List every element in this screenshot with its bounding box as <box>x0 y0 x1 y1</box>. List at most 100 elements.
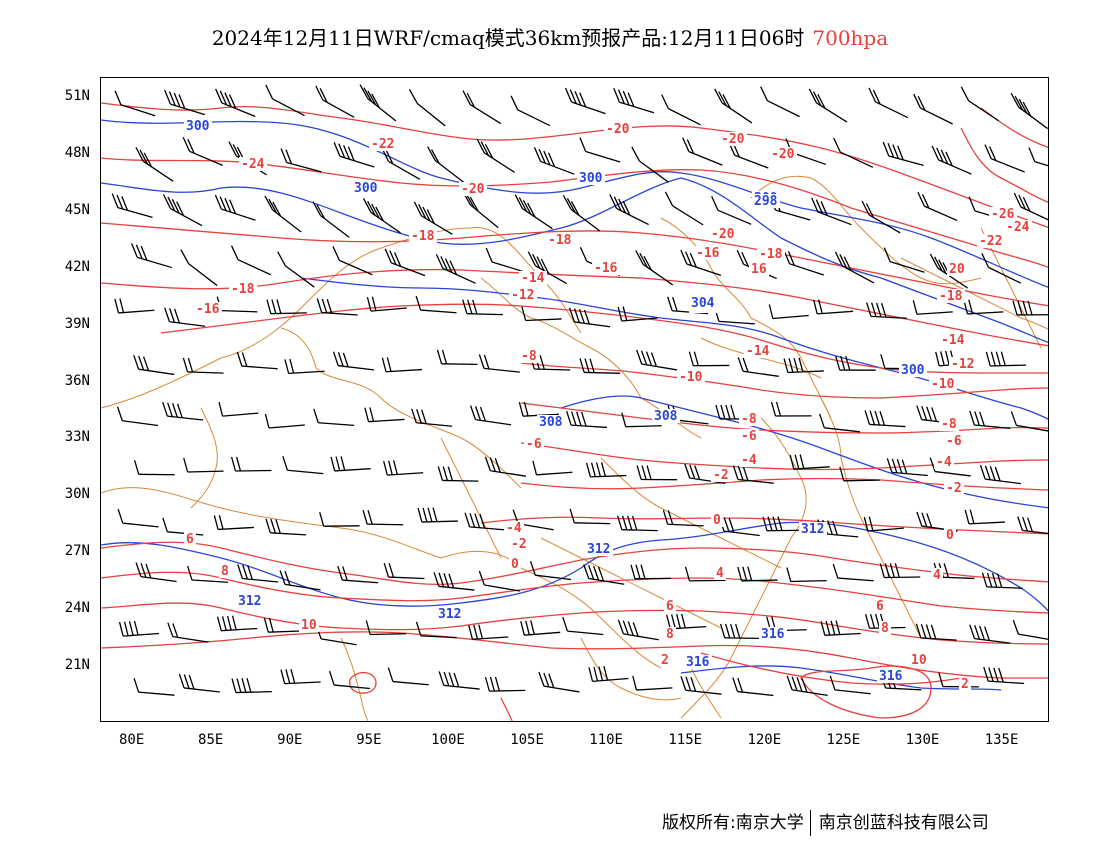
wind-barb <box>829 675 871 695</box>
height-label: 312 <box>438 607 461 622</box>
wind-barb <box>631 146 669 183</box>
wind-barb <box>333 142 375 168</box>
wind-barb <box>718 516 760 537</box>
wind-barb <box>464 512 506 531</box>
temperature-label-bg <box>509 557 521 571</box>
wind-barb <box>732 465 774 484</box>
temperature-label: -20 <box>606 122 630 137</box>
wind-barb <box>366 296 407 312</box>
wind-barb <box>266 299 307 315</box>
wind-barb <box>263 617 305 633</box>
wind-barb <box>569 508 611 525</box>
wind-barb <box>861 200 901 234</box>
wind-barb <box>362 509 404 526</box>
temperature-label: 8 <box>221 564 229 579</box>
temperature-label-bg <box>694 246 722 260</box>
wind-barb <box>711 196 752 225</box>
wind-barb <box>529 560 572 581</box>
wind-barb <box>438 671 480 690</box>
wind-barb <box>929 457 971 477</box>
height-label-bg <box>184 119 212 133</box>
temperature-label-bg <box>949 357 977 371</box>
wind-barb <box>688 351 730 367</box>
height-label-bg <box>684 655 712 669</box>
temperature-label: -14 <box>746 344 770 359</box>
wind-barb <box>384 248 426 277</box>
wind-barb <box>834 251 875 284</box>
lat-tick-label: 39N <box>64 315 90 332</box>
lat-tick-label: 27N <box>64 543 90 560</box>
temperature-label: 0 <box>713 513 721 528</box>
copyright-right: 南京创蓝科技有限公司 <box>818 813 989 833</box>
temperature-label: -18 <box>939 289 963 304</box>
wind-barb <box>585 462 627 478</box>
wind-barb <box>839 466 880 482</box>
wind-barb <box>478 570 520 592</box>
wind-barb <box>1012 300 1048 316</box>
temperature-label-bg <box>977 234 1005 248</box>
wind-barb <box>218 401 259 417</box>
height-label: 300 <box>901 363 925 378</box>
temperature-label-bg <box>194 302 222 316</box>
wind-barb <box>381 147 421 180</box>
wind-barb <box>984 144 1025 173</box>
temperature-label: -12 <box>951 357 974 372</box>
temperature-label: -20 <box>711 227 735 242</box>
wind-barb <box>770 401 812 417</box>
wind-barb <box>118 620 160 637</box>
lon-tick-label: 125E <box>826 732 861 748</box>
wind-barb <box>985 351 1027 367</box>
wind-barb <box>786 675 828 697</box>
wind-barb <box>264 413 305 429</box>
wind-barb <box>662 510 704 527</box>
wind-barb <box>284 358 325 375</box>
wind-barb <box>713 307 755 325</box>
temperature-label: 6 <box>666 599 674 614</box>
wind-barb <box>313 408 355 427</box>
wind-barb <box>883 247 925 273</box>
height-label: 300 <box>579 171 603 186</box>
height-label: 316 <box>879 669 903 684</box>
wind-barb <box>114 90 156 117</box>
wind-barb <box>680 249 722 276</box>
wind-barb <box>882 141 924 167</box>
temperature-label: -18 <box>759 247 783 262</box>
wind-barb <box>470 405 512 426</box>
wind-barb <box>783 357 824 374</box>
height-label-bg <box>436 607 464 621</box>
wind-barb <box>969 410 1011 429</box>
temperature-label: -16 <box>594 261 618 276</box>
lat-tick-label: 42N <box>64 258 90 275</box>
wind-barb <box>1028 147 1048 167</box>
lat-tick-label: 51N <box>64 87 90 104</box>
height-label-bg <box>877 669 905 683</box>
temperature-label-bg <box>709 227 737 241</box>
lat-tick-label: 36N <box>64 372 90 389</box>
temperature-label-bg <box>931 568 943 582</box>
wind-barb <box>230 245 272 276</box>
title-level: 700hpa <box>812 26 889 50</box>
temperature-label: -10 <box>679 370 703 385</box>
wind-barb <box>162 401 204 421</box>
wind-barb <box>521 306 562 322</box>
wind-barb <box>164 307 206 327</box>
lon-tick-label: 100E <box>431 732 465 748</box>
wind-barb <box>111 193 153 219</box>
wind-barb <box>462 299 503 316</box>
wind-barb <box>737 566 778 582</box>
temperature-label-bg <box>719 132 747 146</box>
wind-barb <box>408 89 446 127</box>
wind-barb <box>413 201 453 235</box>
lon-tick-label: 110E <box>589 732 623 748</box>
wind-barb <box>116 406 159 427</box>
temperature-label-bg <box>409 229 437 243</box>
wind-barb <box>636 465 678 481</box>
wind-barb <box>359 84 397 122</box>
wind-barb <box>362 198 401 234</box>
wind-barb <box>915 623 957 641</box>
temperature-label-bg <box>909 653 929 667</box>
temperature-label-bg <box>229 282 257 296</box>
wind-barb <box>265 84 305 117</box>
wind-barb <box>182 137 223 167</box>
temperature-label-bg <box>299 618 319 632</box>
